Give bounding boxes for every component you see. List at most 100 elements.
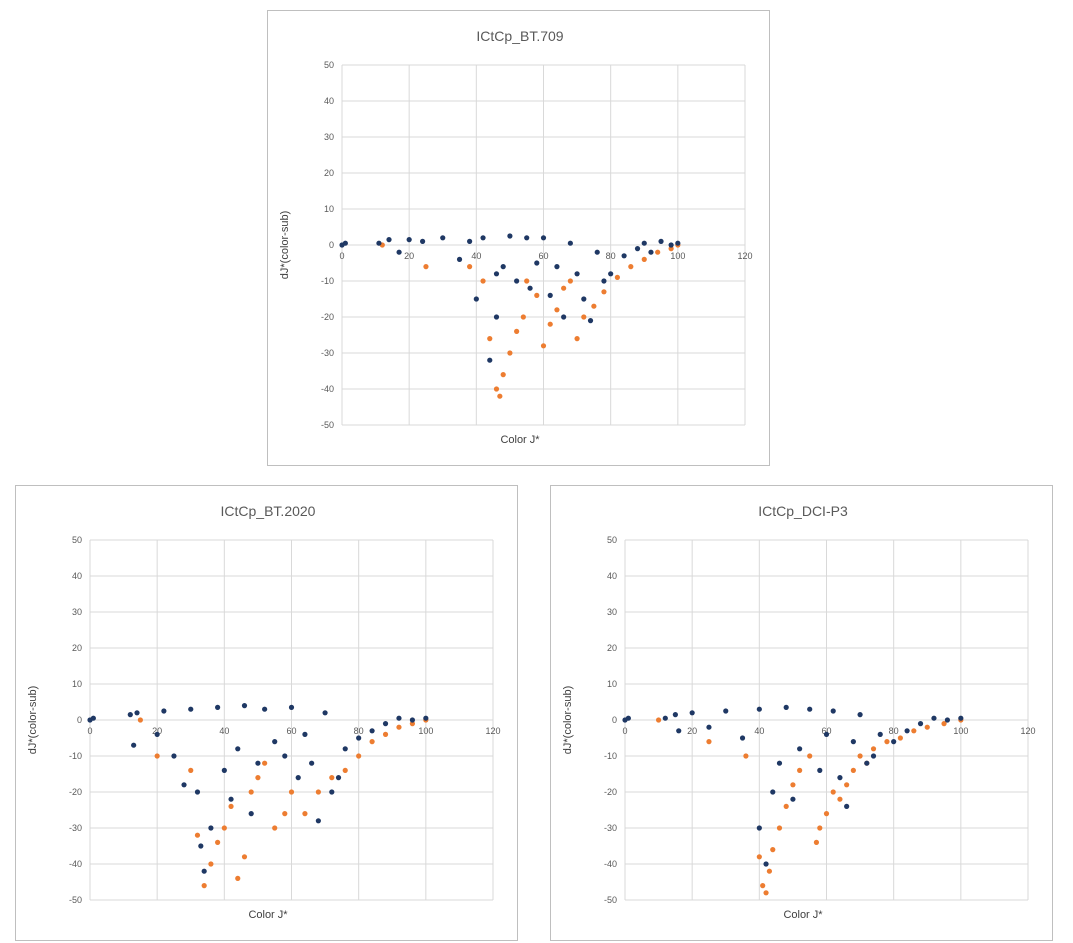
data-point bbox=[131, 742, 137, 748]
data-point bbox=[676, 728, 682, 734]
data-point bbox=[527, 285, 533, 291]
data-point bbox=[181, 782, 187, 788]
data-point bbox=[790, 796, 796, 802]
data-point bbox=[823, 811, 830, 817]
y-tick-label: 30 bbox=[607, 607, 617, 617]
y-tick-label: -40 bbox=[604, 859, 617, 869]
data-point bbox=[248, 811, 254, 817]
y-tick-label: 50 bbox=[607, 535, 617, 545]
data-point bbox=[134, 710, 140, 716]
x-tick-label: 80 bbox=[354, 726, 364, 736]
data-point bbox=[601, 278, 607, 284]
y-tick-label: -10 bbox=[604, 751, 617, 761]
x-tick-label: 60 bbox=[821, 726, 831, 736]
data-point bbox=[770, 847, 776, 853]
data-point bbox=[864, 760, 870, 766]
data-point bbox=[837, 775, 843, 781]
y-tick-label: -50 bbox=[69, 895, 82, 905]
x-tick-label: 100 bbox=[670, 251, 685, 261]
data-point bbox=[807, 753, 813, 759]
data-point bbox=[315, 789, 321, 795]
data-point bbox=[282, 753, 288, 759]
data-point bbox=[776, 825, 783, 831]
data-point bbox=[406, 237, 412, 243]
data-point bbox=[844, 803, 850, 809]
x-tick-label: 40 bbox=[219, 726, 229, 736]
gridlines bbox=[341, 64, 746, 426]
data-point bbox=[540, 235, 547, 241]
y-tick-label: -50 bbox=[604, 895, 617, 905]
data-point bbox=[668, 242, 674, 248]
x-tick-label: 40 bbox=[471, 251, 481, 261]
data-point bbox=[221, 767, 227, 773]
data-point bbox=[409, 721, 415, 727]
x-tick-label: 120 bbox=[737, 251, 752, 261]
data-point bbox=[857, 712, 863, 718]
data-point bbox=[90, 715, 96, 721]
data-point bbox=[850, 739, 856, 745]
y-tick-label: 40 bbox=[324, 96, 334, 106]
data-point bbox=[309, 760, 315, 766]
x-tick-label: 60 bbox=[286, 726, 296, 736]
data-point bbox=[766, 868, 773, 874]
data-point bbox=[641, 256, 647, 262]
data-point bbox=[797, 767, 803, 773]
data-point bbox=[917, 721, 924, 727]
data-point bbox=[524, 278, 530, 284]
data-point bbox=[382, 731, 389, 737]
data-point bbox=[870, 753, 877, 759]
data-point bbox=[614, 274, 620, 280]
data-point bbox=[857, 753, 863, 759]
series-orange bbox=[379, 242, 681, 399]
y-tick-label: 20 bbox=[324, 168, 334, 178]
x-tick-label: 100 bbox=[418, 726, 433, 736]
y-axis-title: dJ*(color-sub) bbox=[279, 211, 291, 279]
series-orange bbox=[655, 717, 964, 896]
data-point bbox=[790, 782, 796, 788]
data-point bbox=[797, 746, 803, 752]
data-point bbox=[201, 883, 207, 889]
data-point bbox=[837, 796, 843, 802]
data-point bbox=[228, 803, 234, 809]
y-tick-label: 30 bbox=[72, 607, 82, 617]
data-point bbox=[763, 861, 769, 867]
x-tick-labels: 0 20 40 60 80 100 120 bbox=[622, 726, 1035, 736]
data-point bbox=[783, 704, 789, 710]
data-point bbox=[756, 706, 762, 712]
y-tick-label: 0 bbox=[77, 715, 82, 725]
data-point bbox=[958, 715, 964, 721]
data-point bbox=[221, 825, 227, 831]
data-point bbox=[161, 708, 167, 714]
data-point bbox=[807, 706, 813, 712]
x-tick-label: 20 bbox=[152, 726, 162, 736]
data-point bbox=[756, 825, 762, 831]
data-point bbox=[480, 235, 486, 241]
series-dark bbox=[339, 233, 681, 363]
data-point bbox=[756, 854, 762, 860]
series-dark bbox=[622, 704, 964, 867]
data-point bbox=[302, 811, 308, 817]
x-tick-label: 20 bbox=[687, 726, 697, 736]
y-tick-label: 10 bbox=[607, 679, 617, 689]
data-point bbox=[386, 237, 392, 243]
y-axis-title: dJ*(color-sub) bbox=[27, 686, 39, 754]
data-point bbox=[208, 861, 214, 867]
data-point bbox=[844, 782, 850, 788]
data-point bbox=[241, 703, 248, 709]
y-tick-labels: 50 40 30 20 10 0 -10 -20 -30 -40 -50 bbox=[69, 535, 82, 905]
data-point bbox=[493, 271, 500, 277]
x-tick-label: 80 bbox=[606, 251, 616, 261]
data-point bbox=[594, 249, 600, 255]
data-point bbox=[561, 285, 567, 291]
data-point bbox=[655, 249, 661, 255]
data-point bbox=[634, 246, 641, 252]
data-point bbox=[944, 717, 950, 723]
x-tick-label: 40 bbox=[754, 726, 764, 736]
series-dark bbox=[87, 703, 429, 874]
data-point bbox=[302, 731, 308, 737]
data-point bbox=[382, 721, 389, 727]
data-point bbox=[668, 246, 674, 252]
y-tick-label: -40 bbox=[69, 859, 82, 869]
data-point bbox=[127, 712, 133, 718]
data-point bbox=[591, 303, 597, 309]
